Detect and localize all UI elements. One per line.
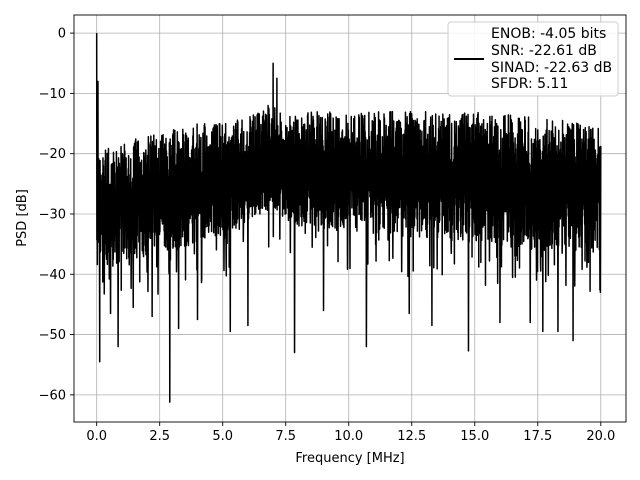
y-tick-label: −10 (39, 87, 66, 102)
plot-area (95, 33, 602, 403)
legend-entry-sfdr: SFDR: 5.11 (491, 76, 568, 92)
y-axis-ticks: 0 −10 −20 −30 −40 −50 −60 (39, 27, 74, 403)
y-tick-label: 0 (58, 27, 66, 42)
x-tick-label: 0.0 (86, 429, 107, 444)
x-tick-label: 15.0 (460, 429, 489, 444)
x-axis-label: Frequency [MHz] (295, 451, 404, 466)
x-tick-label: 5.0 (212, 429, 233, 444)
y-axis-label: PSD [dB] (15, 189, 30, 247)
y-tick-label: −40 (39, 268, 66, 283)
legend: ENOB: -4.05 bits SNR: -22.61 dB SINAD: -… (447, 21, 619, 97)
x-tick-label: 2.5 (149, 429, 170, 444)
x-tick-label: 17.5 (523, 429, 552, 444)
y-tick-label: −30 (39, 207, 66, 222)
legend-entry-enob: ENOB: -4.05 bits (491, 26, 606, 42)
y-tick-label: −60 (39, 388, 66, 403)
legend-entry-snr: SNR: -22.61 dB (491, 43, 597, 59)
y-tick-label: −20 (39, 147, 66, 162)
axes-frame (73, 14, 627, 423)
x-tick-label: 20.0 (586, 429, 615, 444)
x-tick-label: 7.5 (275, 429, 296, 444)
legend-entry-sinad: SINAD: -22.63 dB (491, 60, 612, 76)
legend-box (447, 21, 619, 97)
y-tick-label: −50 (39, 328, 66, 343)
x-tick-label: 10.0 (334, 429, 363, 444)
x-tick-label: 12.5 (397, 429, 426, 444)
psd-series-line (95, 33, 602, 403)
x-axis-ticks: 0.0 2.5 5.0 7.5 10.0 12.5 15.0 17.5 20.0 (86, 422, 615, 444)
